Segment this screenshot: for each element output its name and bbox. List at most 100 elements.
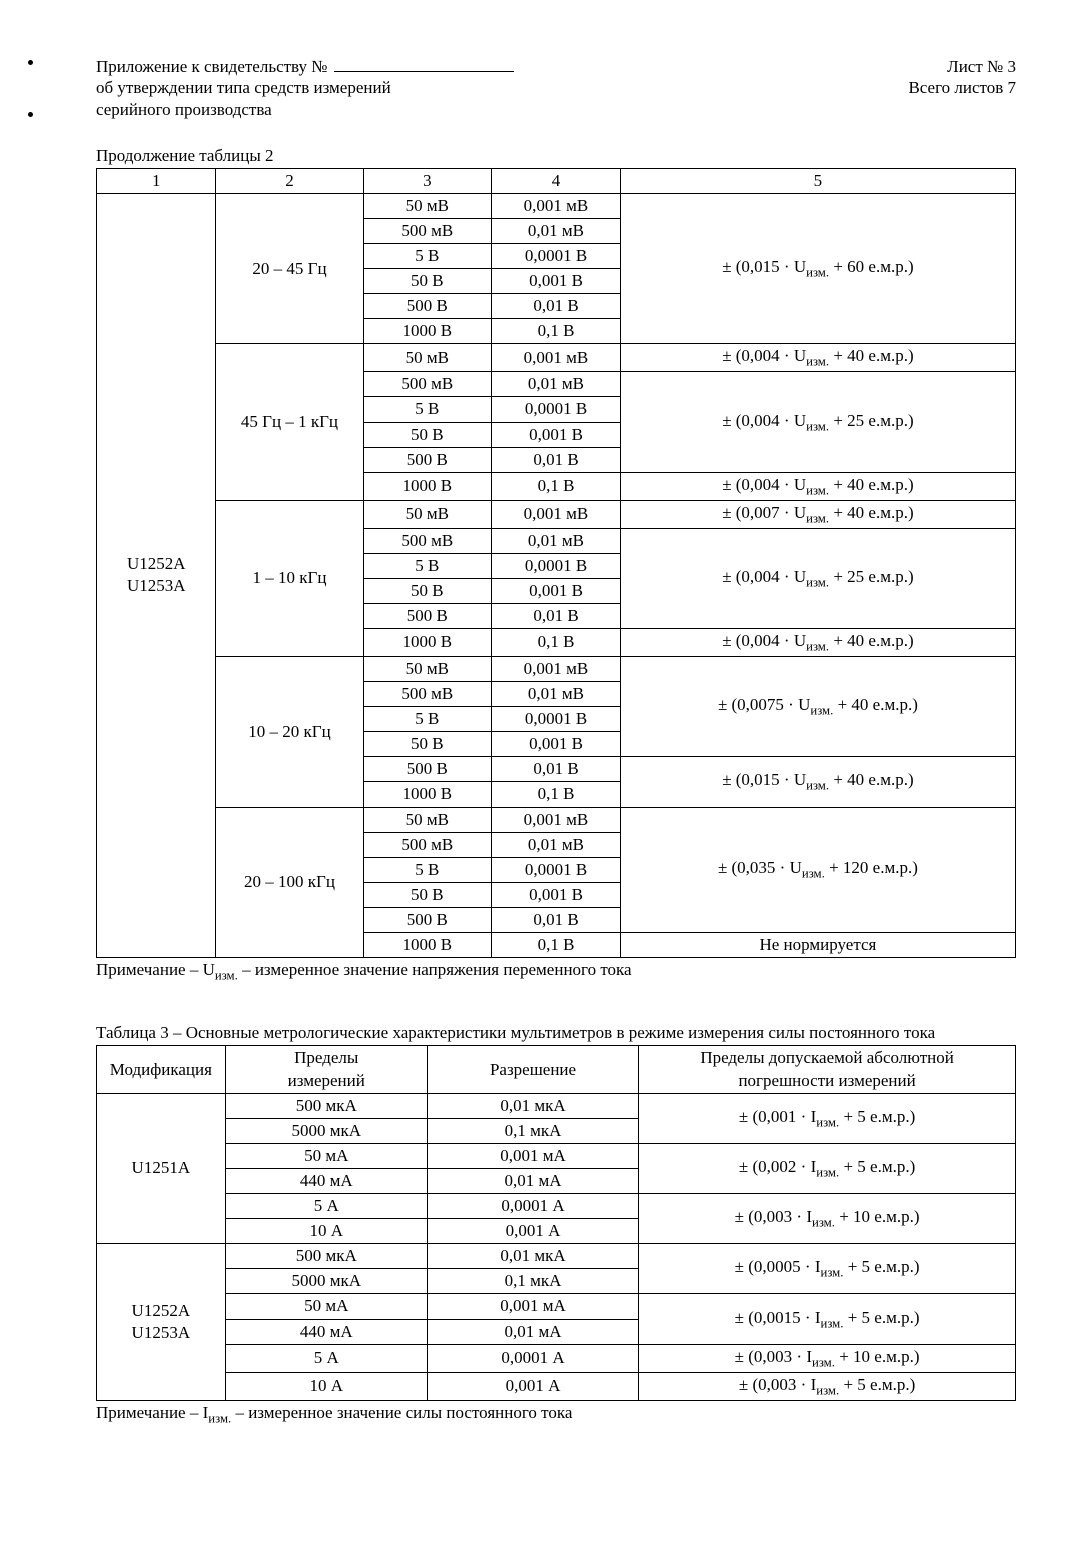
table3-error-cell: ± (0,0015 · Iизм. + 5 е.м.р.) bbox=[639, 1294, 1016, 1344]
cert-line: Приложение к свидетельству № bbox=[96, 56, 514, 77]
table3-limit-cell: 500 мкА bbox=[225, 1093, 427, 1118]
table2-limit-cell: 1000 В bbox=[363, 472, 492, 500]
table2: 12345U1252AU1253A20 – 45 Гц50 мВ0,001 мВ… bbox=[96, 168, 1016, 958]
table2-resolution-cell: 0,0001 В bbox=[492, 397, 621, 422]
table2-resolution-cell: 0,01 В bbox=[492, 447, 621, 472]
table3-limit-cell: 10 А bbox=[225, 1219, 427, 1244]
table2-resolution-cell: 0,01 В bbox=[492, 603, 621, 628]
table2-resolution-cell: 0,001 В bbox=[492, 578, 621, 603]
table2-limit-cell: 500 В bbox=[363, 757, 492, 782]
table2-model-cell: U1252AU1253A bbox=[97, 193, 216, 957]
table3-limit-cell: 5000 мкА bbox=[225, 1118, 427, 1143]
table2-error-cell: ± (0,004 · Uизм. + 25 е.м.р.) bbox=[620, 528, 1015, 628]
table3-limit-cell: 10 А bbox=[225, 1372, 427, 1400]
table2-resolution-cell: 0,1 В bbox=[492, 933, 621, 958]
table2-error-cell: ± (0,015 · Uизм. + 60 е.м.р.) bbox=[620, 193, 1015, 344]
table3-error-cell: ± (0,002 · Iизм. + 5 е.м.р.) bbox=[639, 1143, 1016, 1193]
table2-limit-cell: 5 В bbox=[363, 397, 492, 422]
table2-limit-cell: 1000 В bbox=[363, 782, 492, 807]
table2-limit-cell: 500 В bbox=[363, 447, 492, 472]
table2-limit-cell: 1000 В bbox=[363, 319, 492, 344]
table3-resolution-cell: 0,01 мкА bbox=[427, 1093, 638, 1118]
table2-resolution-cell: 0,0001 В bbox=[492, 707, 621, 732]
table2-error-cell: ± (0,035 · Uизм. + 120 е.м.р.) bbox=[620, 807, 1015, 932]
table2-limit-cell: 5 В bbox=[363, 553, 492, 578]
table2-resolution-cell: 0,1 В bbox=[492, 782, 621, 807]
table3-resolution-cell: 0,01 мА bbox=[427, 1319, 638, 1344]
table2-col-header: 2 bbox=[216, 168, 363, 193]
table3-note: Примечание – Iизм. – измеренное значение… bbox=[96, 1403, 1016, 1426]
table3-col-header: Модификация bbox=[97, 1046, 226, 1093]
scan-dot bbox=[28, 112, 33, 117]
table2-error-cell: ± (0,004 · Uизм. + 40 е.м.р.) bbox=[620, 472, 1015, 500]
table2-col-header: 5 bbox=[620, 168, 1015, 193]
table2-resolution-cell: 0,001 В bbox=[492, 422, 621, 447]
table3-col-header: Разрешение bbox=[427, 1046, 638, 1093]
approval-line: об утверждении типа средств измерений bbox=[96, 77, 514, 98]
table2-resolution-cell: 0,1 В bbox=[492, 629, 621, 657]
table3-limit-cell: 5000 мкА bbox=[225, 1269, 427, 1294]
table3-limit-cell: 440 мА bbox=[225, 1319, 427, 1344]
table2-limit-cell: 500 мВ bbox=[363, 372, 492, 397]
table2-col-header: 3 bbox=[363, 168, 492, 193]
table2-limit-cell: 50 В bbox=[363, 882, 492, 907]
table2-error-cell: ± (0,004 · Uизм. + 40 е.м.р.) bbox=[620, 344, 1015, 372]
table3-error-cell: ± (0,001 · Iизм. + 5 е.м.р.) bbox=[639, 1093, 1016, 1143]
table2-error-cell: Не нормируется bbox=[620, 933, 1015, 958]
table2-resolution-cell: 0,01 мВ bbox=[492, 832, 621, 857]
table2-resolution-cell: 0,01 мВ bbox=[492, 218, 621, 243]
table3-limit-cell: 5 А bbox=[225, 1344, 427, 1372]
table2-error-cell: ± (0,004 · Uизм. + 25 е.м.р.) bbox=[620, 372, 1015, 472]
table2-resolution-cell: 0,01 В bbox=[492, 294, 621, 319]
table2-limit-cell: 50 мВ bbox=[363, 656, 492, 681]
table3-resolution-cell: 0,001 А bbox=[427, 1372, 638, 1400]
table2-limit-cell: 50 В bbox=[363, 578, 492, 603]
table2-resolution-cell: 0,0001 В bbox=[492, 553, 621, 578]
table2-limit-cell: 500 мВ bbox=[363, 682, 492, 707]
header-right: Лист № 3 Всего листов 7 bbox=[908, 56, 1016, 99]
table2-resolution-cell: 0,1 В bbox=[492, 319, 621, 344]
table2-col-header: 4 bbox=[492, 168, 621, 193]
table2-resolution-cell: 0,001 мВ bbox=[492, 656, 621, 681]
table2-resolution-cell: 0,001 мВ bbox=[492, 500, 621, 528]
table3-limit-cell: 50 мА bbox=[225, 1143, 427, 1168]
page: Приложение к свидетельству № об утвержде… bbox=[0, 0, 1086, 1560]
table2-resolution-cell: 0,01 мВ bbox=[492, 682, 621, 707]
table2-limit-cell: 1000 В bbox=[363, 629, 492, 657]
table3-error-cell: ± (0,0005 · Iизм. + 5 е.м.р.) bbox=[639, 1244, 1016, 1294]
table2-error-cell: ± (0,0075 · Uизм. + 40 е.м.р.) bbox=[620, 656, 1015, 756]
table3-limit-cell: 50 мА bbox=[225, 1294, 427, 1319]
table2-range-cell: 1 – 10 кГц bbox=[216, 500, 363, 656]
table3-model-cell: U1251A bbox=[97, 1093, 226, 1244]
table3-limit-cell: 440 мА bbox=[225, 1168, 427, 1193]
table2-resolution-cell: 0,001 В bbox=[492, 269, 621, 294]
table2-limit-cell: 5 В bbox=[363, 707, 492, 732]
table3-limit-cell: 5 А bbox=[225, 1194, 427, 1219]
table3-resolution-cell: 0,1 мкА bbox=[427, 1118, 638, 1143]
table2-limit-cell: 50 мВ bbox=[363, 193, 492, 218]
table3-resolution-cell: 0,001 А bbox=[427, 1219, 638, 1244]
cert-blank bbox=[334, 71, 514, 72]
page-header: Приложение к свидетельству № об утвержде… bbox=[96, 56, 1016, 120]
table2-note: Примечание – Uизм. – измеренное значение… bbox=[96, 960, 1016, 983]
table2-limit-cell: 50 мВ bbox=[363, 500, 492, 528]
table2-resolution-cell: 0,0001 В bbox=[492, 244, 621, 269]
table2-error-cell: ± (0,015 · Uизм. + 40 е.м.р.) bbox=[620, 757, 1015, 807]
table3-resolution-cell: 0,1 мкА bbox=[427, 1269, 638, 1294]
table3-error-cell: ± (0,003 · Iизм. + 10 е.м.р.) bbox=[639, 1344, 1016, 1372]
table3-col-header: Пределыизмерений bbox=[225, 1046, 427, 1093]
table2-range-cell: 10 – 20 кГц bbox=[216, 656, 363, 807]
table2-resolution-cell: 0,001 В bbox=[492, 882, 621, 907]
table2-resolution-cell: 0,001 мВ bbox=[492, 193, 621, 218]
table2-range-cell: 20 – 100 кГц bbox=[216, 807, 363, 958]
table2-limit-cell: 50 В bbox=[363, 732, 492, 757]
table2-limit-cell: 5 В bbox=[363, 244, 492, 269]
table2-resolution-cell: 0,001 мВ bbox=[492, 344, 621, 372]
table3-error-cell: ± (0,003 · Iизм. + 10 е.м.р.) bbox=[639, 1194, 1016, 1244]
table2-limit-cell: 500 В bbox=[363, 294, 492, 319]
table2-resolution-cell: 0,0001 В bbox=[492, 857, 621, 882]
table3-model-cell: U1252AU1253A bbox=[97, 1244, 226, 1400]
table2-resolution-cell: 0,001 В bbox=[492, 732, 621, 757]
table3-resolution-cell: 0,001 мА bbox=[427, 1143, 638, 1168]
table2-limit-cell: 500 мВ bbox=[363, 528, 492, 553]
